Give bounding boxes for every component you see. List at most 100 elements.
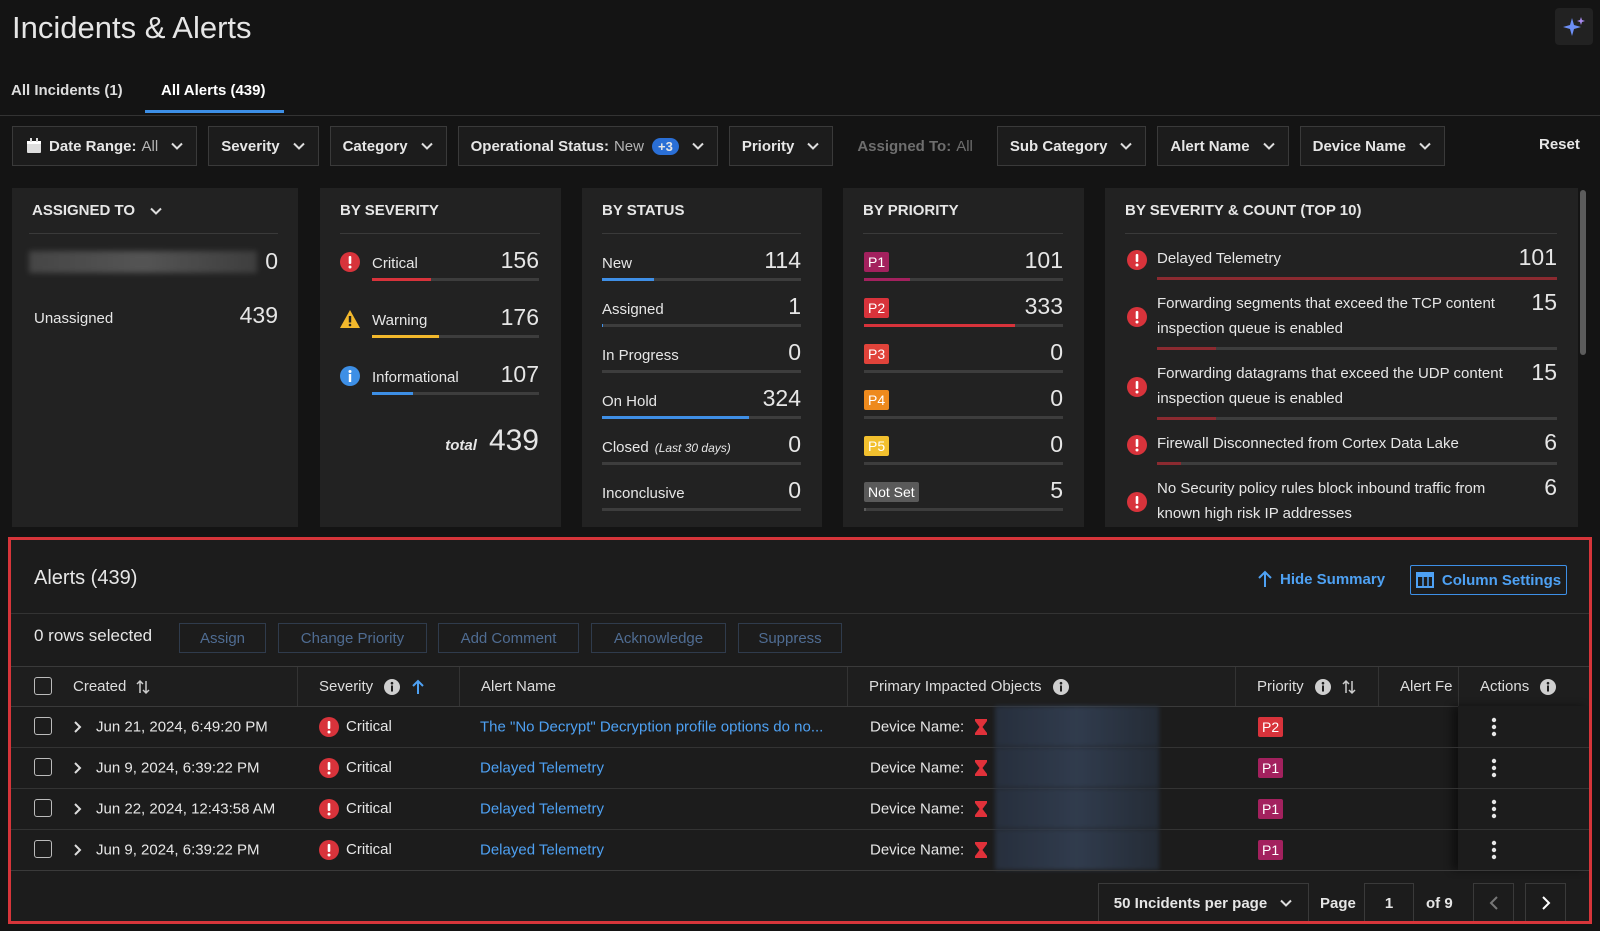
row-actions-menu[interactable] — [1490, 840, 1498, 860]
filter-label: Alert Name — [1170, 138, 1249, 155]
icon-part — [75, 845, 80, 855]
assignee-row: Unassigned439 — [34, 292, 278, 336]
severity-label: Warning — [372, 312, 427, 329]
icon-part — [1136, 321, 1139, 324]
filter-dropdown[interactable]: Alert Name — [1157, 126, 1288, 166]
filter-dropdown[interactable]: Category — [330, 126, 447, 166]
icon-part — [1136, 439, 1139, 447]
info-icon — [1052, 678, 1070, 696]
column-header[interactable]: Alert Name — [459, 667, 847, 706]
filter-label: Device Name — [1313, 138, 1406, 155]
filter-dropdown[interactable]: Priority — [729, 126, 834, 166]
chevron-icon — [806, 139, 820, 153]
filter-dropdown[interactable]: Assigned To:All — [844, 126, 986, 166]
icon-part — [1119, 139, 1133, 153]
chevron-icon — [691, 139, 705, 153]
assistant-button[interactable] — [1555, 8, 1593, 45]
filter-bar: Date Range:All Severity Category Operationa… — [12, 126, 1445, 166]
per-page-text: 50 Incidents per page — [1114, 895, 1267, 912]
next-page-button[interactable] — [1525, 883, 1566, 923]
priority-badge: P2 — [1258, 717, 1283, 737]
icon-part — [383, 678, 401, 696]
redacted-device-name — [995, 747, 1159, 788]
column-header[interactable]: Alert Fe — [1378, 667, 1458, 706]
filter-dropdown[interactable]: Device Name — [1300, 126, 1445, 166]
filter-dropdown[interactable]: Severity — [208, 126, 318, 166]
row-actions-menu[interactable] — [1490, 799, 1498, 819]
icon-part — [73, 844, 83, 856]
status-label-group: Closed(Last 30 days) — [602, 439, 731, 456]
page-input[interactable]: 1 — [1364, 883, 1414, 923]
row-checkbox[interactable] — [34, 840, 52, 858]
footer-divider — [11, 870, 1589, 871]
severity-icon — [318, 716, 340, 738]
filter-dropdown[interactable]: Sub Category — [997, 126, 1147, 166]
hide-summary-link[interactable]: Hide Summary — [1258, 570, 1385, 588]
icon-part — [294, 144, 304, 149]
bulk-action-button[interactable]: Change Priority — [278, 623, 427, 653]
filter-label: Sub Category — [1010, 138, 1108, 155]
column-header[interactable]: Actions — [1458, 667, 1589, 706]
severity-icon — [318, 757, 340, 779]
redacted-device-name — [995, 788, 1159, 829]
row-actions-menu[interactable] — [1490, 758, 1498, 778]
icon-part — [1492, 717, 1496, 721]
severity-cell: Critical — [318, 798, 392, 820]
alert-name-link[interactable]: Delayed Telemetry — [480, 759, 604, 776]
icon-part — [1279, 896, 1293, 910]
top-alert-row: Delayed Telemetry101 — [1157, 235, 1557, 280]
icon-part — [151, 208, 161, 213]
row-checkbox[interactable] — [34, 717, 52, 735]
priority-badge: P1 — [1258, 840, 1283, 860]
column-header-text: Actions — [1480, 678, 1529, 695]
column-header[interactable]: Created — [61, 667, 297, 706]
sort-icon — [1342, 679, 1356, 695]
chevron-icon — [1279, 896, 1293, 910]
alerts-panel: Alerts (439)Hide SummaryColumn Settings0… — [8, 537, 1592, 924]
priority-count: 0 — [1050, 341, 1063, 364]
chevron-icon — [149, 204, 163, 218]
top-alert-row: No Security policy rules block inbound t… — [1157, 465, 1557, 527]
top-alert-name: Forwarding segments that exceed the TCP … — [1157, 291, 1512, 341]
card-title-text: ASSIGNED TO — [32, 202, 135, 219]
tab[interactable]: All Alerts (439) — [161, 82, 265, 99]
filter-value: All — [956, 138, 973, 155]
alert-name-link[interactable]: Delayed Telemetry — [480, 800, 604, 817]
status-label: Inconclusive — [602, 485, 685, 502]
bulk-action-button[interactable]: Suppress — [738, 623, 842, 653]
icon-part — [1136, 381, 1139, 389]
priority-row: Not Set5 — [864, 465, 1063, 511]
row-actions-menu[interactable] — [1490, 717, 1498, 737]
icon-part — [328, 803, 331, 811]
row-checkbox[interactable] — [34, 758, 52, 776]
column-header[interactable]: Primary Impacted Objects — [847, 667, 1235, 706]
column-settings-button[interactable]: Column Settings — [1410, 565, 1567, 595]
filter-label: Severity — [221, 138, 279, 155]
per-page-dropdown[interactable]: 50 Incidents per page — [1098, 883, 1309, 923]
column-header[interactable]: Severity — [297, 667, 459, 706]
alert-name-link[interactable]: Delayed Telemetry — [480, 841, 604, 858]
bulk-action-button[interactable]: Acknowledge — [591, 623, 726, 653]
icon-part — [170, 139, 184, 153]
icon-part — [27, 141, 41, 144]
tab[interactable]: All Incidents (1) — [11, 82, 123, 99]
column-header[interactable]: Priority — [1235, 667, 1378, 706]
card-title: BY SEVERITY & COUNT (TOP 10) — [1125, 188, 1557, 234]
icon-part — [391, 681, 394, 684]
bulk-action-button[interactable]: Assign — [179, 623, 266, 653]
card-title-text: BY SEVERITY & COUNT (TOP 10) — [1125, 202, 1361, 219]
alert-name-link[interactable]: The "No Decrypt" Decryption profile opti… — [480, 718, 823, 735]
filter-dropdown[interactable]: Date Range:All — [12, 126, 197, 166]
expand-icon — [73, 803, 83, 815]
filter-dropdown[interactable]: Operational Status:New+3 — [458, 126, 718, 166]
header-checkbox[interactable] — [34, 677, 52, 695]
icon-part — [975, 719, 987, 735]
priority-row: P2333 — [864, 281, 1063, 327]
reset-button[interactable]: Reset — [1539, 136, 1580, 153]
prev-page-button[interactable] — [1473, 883, 1514, 923]
icon-part — [1418, 139, 1432, 153]
device-status-icon — [973, 841, 989, 859]
icon-part — [1492, 799, 1496, 803]
row-checkbox[interactable] — [34, 799, 52, 817]
bulk-action-button[interactable]: Add Comment — [438, 623, 579, 653]
